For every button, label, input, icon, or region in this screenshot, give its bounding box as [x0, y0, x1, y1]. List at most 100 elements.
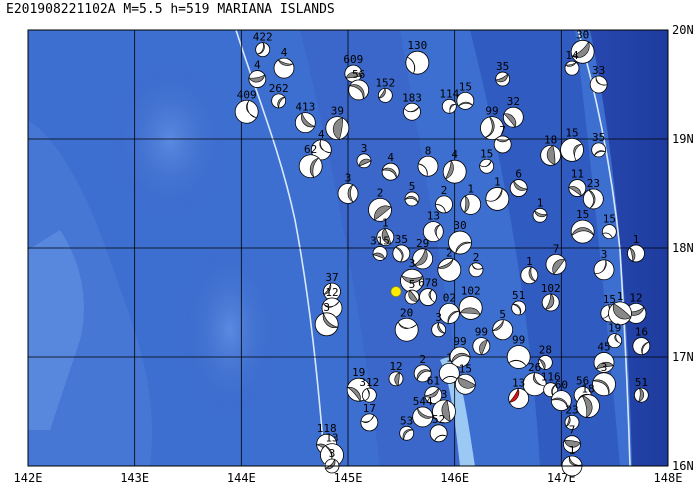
focal-mechanism[interactable]: 99 [449, 335, 471, 368]
focal-mechanism[interactable]: 7 [545, 242, 567, 275]
focal-mechanism[interactable]: 2 [468, 251, 484, 278]
focal-mechanism[interactable]: 51 [511, 289, 527, 316]
focal-mechanism[interactable]: 26 [522, 361, 547, 397]
focal-mechanism[interactable]: 4 [381, 151, 400, 181]
focal-mechanism[interactable]: 18 [540, 133, 562, 166]
focal-mechanism[interactable]: 3 [337, 172, 359, 204]
focal-mechanism[interactable]: 15 [570, 208, 595, 244]
focal-mechanism[interactable]: 5 [404, 278, 420, 305]
focal-mechanism[interactable]: 1 [460, 182, 482, 215]
focal-mechanism[interactable]: 2 [413, 353, 432, 383]
focal-mechanism[interactable]: 35 [495, 60, 511, 87]
focal-mechanism[interactable]: 4 [248, 59, 267, 88]
focal-mechanism[interactable]: 15 [454, 362, 476, 395]
focal-mechanism[interactable]: 1 [627, 233, 645, 263]
focal-mechanism[interactable]: 33 [589, 64, 608, 94]
focal-mechanism[interactable]: 678 [418, 277, 438, 306]
focal-mechanism[interactable]: 7 [563, 424, 581, 454]
focal-mechanism[interactable]: 99 [472, 326, 491, 356]
focal-mechanism[interactable]: 56 [348, 68, 370, 101]
focal-mechanism[interactable]: 11 [568, 168, 587, 197]
focal-mechanism[interactable]: 99 [480, 105, 504, 141]
focal-mechanism[interactable]: 3 [314, 301, 339, 337]
focal-mechanism[interactable]: 3 [431, 311, 447, 338]
focal-mechanism[interactable]: 1 [532, 196, 548, 223]
focal-mechanism[interactable]: 7 [493, 124, 512, 154]
focal-mechanism[interactable]: 3 [432, 388, 456, 424]
focal-mechanism[interactable]: 30 [570, 28, 595, 64]
focal-mechanism[interactable]: 1 [376, 217, 395, 247]
focal-mechanism[interactable]: 19 [607, 322, 623, 349]
focal-mechanism[interactable]: 62 [298, 143, 323, 179]
focal-mechanism[interactable]: 8 [417, 144, 439, 177]
focal-mechanism[interactable]: 183 [402, 91, 422, 121]
focal-mechanism[interactable]: 18 [576, 383, 600, 419]
focal-mechanism[interactable]: 02 [438, 291, 460, 324]
focal-mechanism[interactable]: 35 [591, 131, 607, 158]
focal-mechanism[interactable]: 39 [325, 105, 350, 141]
event-depth-label: 30 [453, 219, 466, 232]
focal-mechanism[interactable]: 3 [593, 248, 615, 281]
focal-mechanism[interactable]: 422 [253, 31, 273, 58]
focal-mechanism[interactable]: 102 [541, 282, 561, 312]
focal-mechanism[interactable]: 15 [601, 213, 617, 240]
focal-mechanism[interactable]: 15 [560, 126, 584, 162]
focal-mechanism[interactable]: 29 [412, 237, 434, 270]
focal-mechanism[interactable]: 312 [359, 376, 379, 403]
focal-mechanism[interactable]: 32 [502, 95, 524, 128]
focal-mechanism[interactable]: 14 [564, 49, 580, 76]
focal-mechanism[interactable]: 4 [310, 128, 332, 161]
focal-mechanism[interactable]: 23 [582, 177, 604, 210]
focal-mechanism[interactable]: 3 [356, 142, 372, 169]
focal-mechanism[interactable]: 12 [388, 360, 404, 387]
focal-mechanism[interactable]: 5 [404, 180, 420, 207]
event-depth-label: 19 [608, 322, 621, 335]
focal-mechanism[interactable]: 4 [442, 148, 467, 184]
compressional-quadrant [564, 62, 577, 67]
focal-mechanism[interactable]: 53 [399, 414, 415, 441]
focal-mechanism[interactable]: 37 [323, 271, 341, 301]
focal-mechanism[interactable]: 3 [400, 257, 424, 293]
focal-mechanism[interactable]: 13 [422, 210, 444, 243]
focal-mechanism[interactable]: 51 [633, 376, 649, 403]
focal-mechanism[interactable]: 114 [439, 87, 460, 114]
focal-mechanism[interactable]: 15 [479, 147, 495, 174]
focal-mechanism[interactable]: 544 [412, 395, 434, 428]
focal-mechanism[interactable]: 3 [592, 361, 616, 397]
focal-mechanism[interactable]: 152 [375, 76, 395, 103]
focal-mechanism[interactable]: 1 [485, 175, 510, 211]
focal-mechanism[interactable]: 5 [491, 308, 514, 341]
focal-mechanism[interactable]: 45 [593, 340, 615, 373]
compressional-quadrant [568, 186, 582, 197]
axis-labels: 142E 143E 144E 145E 146E 147E 148E20N19N18N17N… [14, 23, 694, 485]
focal-mechanism[interactable]: 1 [608, 290, 632, 326]
focal-mechanism[interactable]: 130 [405, 39, 430, 75]
focal-mechanism[interactable]: 2 [437, 246, 462, 282]
focal-mechanism[interactable]: 315 [370, 234, 390, 261]
focal-mechanism[interactable]: 52 [429, 413, 448, 443]
focal-mechanism[interactable]: 6 [509, 168, 528, 197]
focal-mechanism[interactable]: 60 [550, 379, 572, 412]
compressional-quadrant [594, 150, 606, 156]
focal-mechanism[interactable]: 35 [392, 233, 411, 263]
focal-mechanism[interactable]: 20 [394, 306, 419, 342]
main-event-mechanism[interactable]: 13 [508, 376, 530, 409]
focal-mechanism[interactable]: 413 [294, 101, 316, 134]
focal-mechanism[interactable]: 1 [520, 255, 539, 285]
focal-mechanism[interactable]: 4 [273, 46, 295, 79]
focal-mechanism[interactable]: 99 [506, 334, 531, 369]
focal-mechanism[interactable]: 2 [435, 184, 453, 214]
focal-mechanism[interactable]: 15 [456, 80, 475, 110]
focal-mechanism[interactable]: 409 [234, 88, 259, 124]
focal-mechanism[interactable]: 23 [564, 403, 580, 430]
focal-mechanism[interactable]: 609 [343, 53, 363, 83]
focal-mechanism[interactable]: 102 [458, 284, 483, 320]
focal-mechanism[interactable]: 16 [632, 326, 651, 356]
focal-mechanism[interactable]: 262 [269, 82, 289, 109]
focal-mechanism[interactable]: 28 [537, 343, 553, 371]
focal-mechanism[interactable]: 61 [424, 375, 443, 405]
focal-mechanism[interactable]: 17 [360, 402, 379, 432]
focal-mechanism[interactable]: 2 [368, 186, 392, 222]
focal-mechanism[interactable]: 1 [438, 351, 460, 384]
focal-mechanism[interactable]: 30 [448, 219, 472, 255]
